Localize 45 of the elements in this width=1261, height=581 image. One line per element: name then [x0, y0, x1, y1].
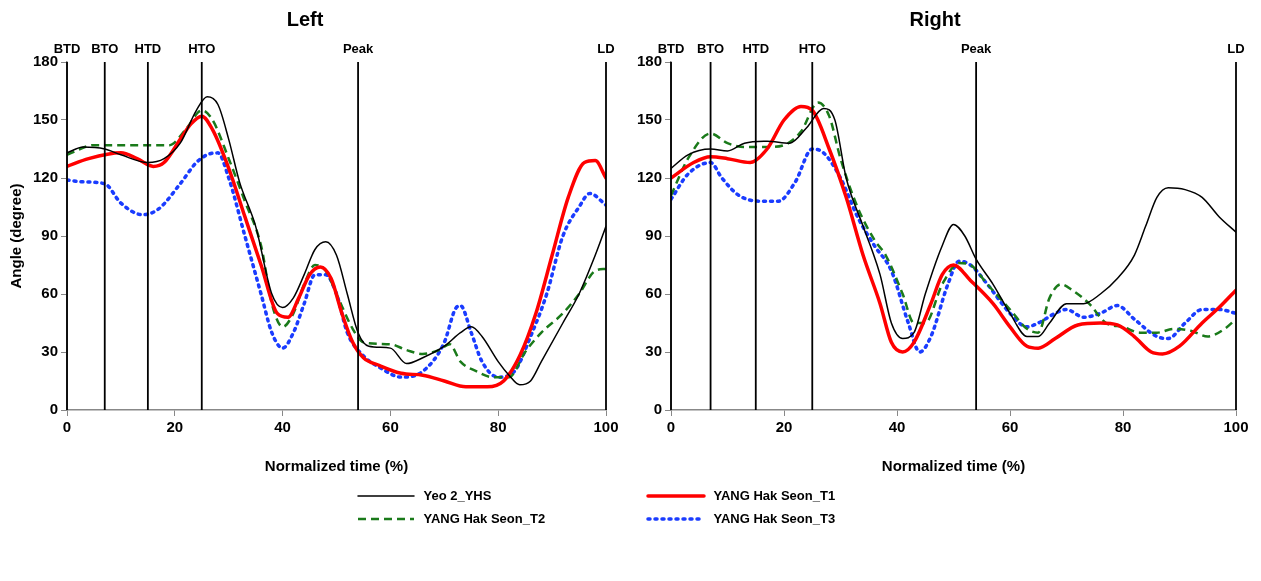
x-tick-label: 100	[593, 418, 619, 436]
x-tick-label: 20	[775, 418, 793, 436]
ref-line-label: LD	[1227, 41, 1245, 57]
y-tick-label: 90	[41, 226, 59, 244]
ref-line-label: BTO	[91, 41, 119, 57]
y-tick-label: 30	[645, 342, 663, 360]
y-axis-title: Angle (degree)	[7, 183, 25, 289]
line-series	[671, 147, 1236, 354]
x-tick-label: 0	[666, 418, 676, 436]
y-tick-label: 120	[33, 168, 59, 186]
line-series	[67, 151, 606, 379]
ref-line-label: Peak	[960, 41, 993, 57]
chart-title: Right	[909, 7, 961, 30]
x-tick-label: 40	[888, 418, 906, 436]
ref-line-label: Peak	[342, 41, 375, 57]
y-tick-label: 0	[653, 400, 663, 418]
ref-line-label: BTO	[696, 41, 725, 57]
x-tick-label: 0	[62, 418, 72, 436]
y-tick-label: 90	[645, 226, 663, 244]
legend-label: YANG Hak Seon_T3	[713, 511, 836, 526]
ref-line-label: HTO	[798, 41, 826, 57]
ref-line-label: HTD	[134, 41, 162, 57]
x-tick-label: 80	[1114, 418, 1132, 436]
x-axis-title: Normalized time (%)	[264, 457, 409, 475]
y-tick-label: 150	[33, 110, 59, 128]
x-tick-label: 60	[382, 418, 399, 436]
chart-title: Left	[286, 7, 324, 30]
x-tick-label: 60	[1001, 418, 1019, 436]
y-tick-label: 30	[41, 342, 59, 360]
x-tick-label: 20	[166, 418, 184, 436]
ref-line-label: LD	[597, 41, 615, 57]
legend-label: YANG Hak Seon_T1	[713, 488, 836, 503]
ref-line-label: HTO	[188, 41, 216, 57]
legend-label: Yeo 2_YHS	[423, 488, 492, 503]
x-tick-label: 100	[1223, 418, 1249, 436]
ref-line-label: HTD	[742, 41, 770, 57]
y-tick-label: 120	[637, 168, 663, 186]
y-tick-label: 0	[49, 400, 59, 418]
x-tick-label: 40	[274, 418, 291, 436]
x-axis-title: Normalized time (%)	[881, 457, 1026, 475]
legend-label: YANG Hak Seon_T2	[423, 511, 546, 526]
x-tick-label: 80	[489, 418, 507, 436]
y-tick-label: 60	[41, 284, 59, 302]
y-tick-label: 150	[637, 110, 663, 128]
y-tick-label: 60	[645, 284, 663, 302]
